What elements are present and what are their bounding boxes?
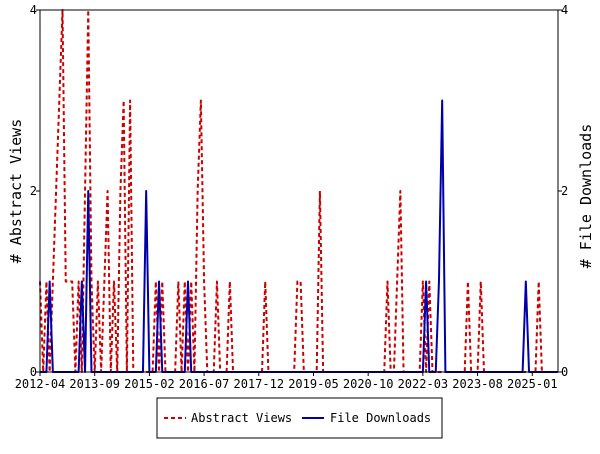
x-tick-label: 2025-01 [507, 377, 558, 391]
y-right-tick-label: 0 [561, 365, 568, 379]
x-tick-label: 2017-12 [233, 377, 284, 391]
y-right-tick-label: 2 [561, 184, 568, 198]
y-left-tick-label: 4 [30, 3, 37, 17]
legend-label-file-downloads: File Downloads [330, 411, 431, 425]
y-left-tick-label: 2 [30, 184, 37, 198]
y-left-axis-title: # Abstract Views [7, 119, 25, 264]
y-right-axis-title: # File Downloads [577, 124, 595, 269]
x-tick-label: 2016-07 [179, 377, 230, 391]
series-line-file-downloads [40, 99, 558, 373]
x-tick-label: 2022-03 [398, 377, 449, 391]
y-right-tick-label: 4 [561, 3, 568, 17]
x-tick-label: 2020-10 [343, 377, 394, 391]
x-tick-label: 2013-09 [69, 377, 120, 391]
y-left-tick-label: 0 [30, 365, 37, 379]
legend: Abstract Views File Downloads [156, 397, 443, 439]
series-layer [39, 9, 558, 373]
x-tick-label: 2015-02 [124, 377, 175, 391]
x-tick-label: 2012-04 [15, 377, 66, 391]
x-tick-label: 2019-05 [288, 377, 339, 391]
series-line-abstract-views [39, 9, 558, 373]
legend-label-abstract-views: Abstract Views [191, 411, 292, 425]
x-tick-label: 2023-08 [452, 377, 503, 391]
legend-frame [156, 397, 443, 439]
ticks-layer: 2012-04 2013-09 2015-02 2016-07 2017-12 2019-… [15, 3, 569, 391]
